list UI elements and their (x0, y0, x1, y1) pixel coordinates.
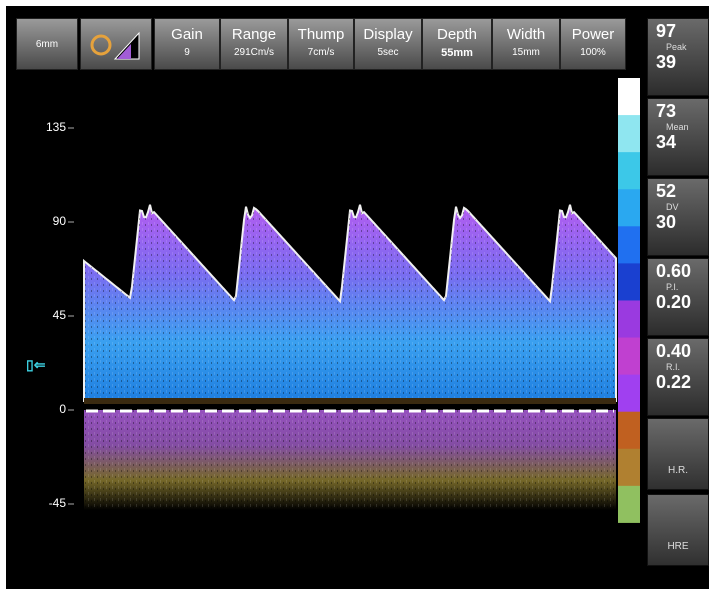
control-label: Power (561, 26, 625, 43)
measurement-label: Mean (666, 122, 708, 132)
control-button[interactable]: Gain 9 (154, 18, 220, 70)
control-value: 291Cm/s (221, 47, 287, 58)
control-value: 55mm (423, 47, 491, 59)
y-tick-label: 0 (59, 402, 66, 416)
spectrum-area: ▯⇐ 135 90 45 0 -45 (6, 6, 709, 589)
color-map-icon (81, 19, 151, 69)
color-bar-segment (618, 300, 640, 338)
measurement-top: 73 (656, 101, 708, 122)
mode-button[interactable]: 6mm (16, 18, 78, 70)
control-label: Width (493, 26, 559, 43)
color-bar-segment (618, 486, 640, 524)
measurement-bottom: 0.20 (656, 292, 708, 313)
reverse-texture (84, 410, 616, 510)
measurement-bottom: 30 (656, 212, 708, 233)
y-tick-label: -45 (49, 496, 67, 510)
control-label: Range (221, 26, 287, 43)
mode-label: 6mm (17, 39, 77, 50)
measurement-label: R.I. (666, 362, 708, 372)
control-button[interactable]: Depth 55mm (422, 18, 492, 70)
control-value: 15mm (493, 47, 559, 58)
measurement-bottom: 34 (656, 132, 708, 153)
baseline-marker: ▯⇐ (26, 357, 46, 373)
control-label: Depth (423, 26, 491, 43)
side-button[interactable]: HRE (647, 494, 709, 566)
measurement-bottom: 0.22 (656, 372, 708, 393)
waveform (84, 205, 616, 401)
control-label: Display (355, 26, 421, 43)
color-bar-segment (618, 189, 640, 227)
measurement-label: P.I. (666, 282, 708, 292)
color-bar-segment (618, 338, 640, 376)
y-tick-label: 90 (53, 214, 67, 228)
control-button[interactable]: Range 291Cm/s (220, 18, 288, 70)
color-bar-segment (618, 412, 640, 450)
control-value: 7cm/s (289, 47, 353, 58)
y-tick-label: 135 (46, 120, 66, 134)
color-bar-segment (618, 375, 640, 413)
measurement-top: 52 (656, 181, 708, 202)
control-button[interactable]: Width 15mm (492, 18, 560, 70)
measurement-bottom: 39 (656, 52, 708, 73)
color-bar-segment (618, 263, 640, 301)
control-button[interactable]: Display 5sec (354, 18, 422, 70)
control-value: 100% (561, 47, 625, 58)
reverse-flow (84, 410, 616, 510)
plot-background (84, 74, 616, 566)
y-tick-label: 45 (53, 308, 67, 322)
control-label: Gain (155, 26, 219, 43)
control-label: Thump (289, 26, 353, 43)
color-bar-segment (618, 523, 640, 561)
measurement-label: DV (666, 202, 708, 212)
waveform-texture (84, 205, 616, 401)
color-bar-segment (618, 115, 640, 153)
measurement-label: Peak (666, 42, 708, 52)
control-value: 5sec (355, 47, 421, 58)
color-bar-segment (618, 78, 640, 116)
color-bar-segment (618, 226, 640, 264)
control-button[interactable]: Power 100% (560, 18, 626, 70)
color-bar-segment (618, 152, 640, 190)
side-button[interactable]: H.R. (647, 418, 709, 490)
control-button[interactable]: Thump 7cm/s (288, 18, 354, 70)
control-value: 9 (155, 47, 219, 58)
color-bar (618, 78, 640, 561)
measurement-top: 97 (656, 21, 708, 42)
color-bar-segment (618, 449, 640, 487)
color-map-button[interactable] (80, 18, 152, 70)
measurement-top: 0.60 (656, 261, 708, 282)
measurement-top: 0.40 (656, 341, 708, 362)
